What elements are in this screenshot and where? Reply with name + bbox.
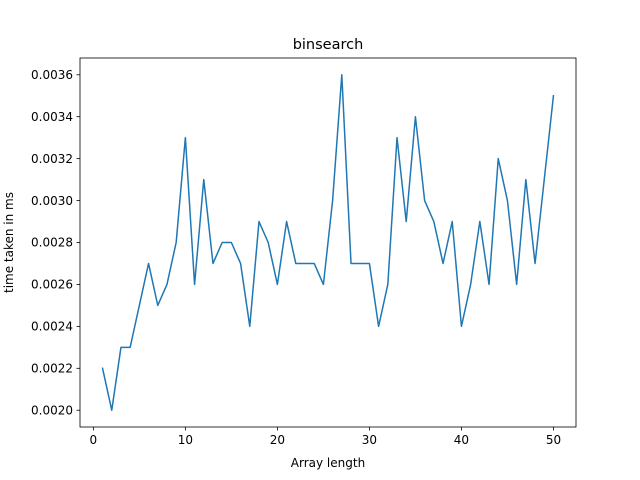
data-point — [175, 242, 177, 244]
data-point — [148, 263, 150, 265]
data-point — [212, 263, 214, 265]
data-point — [221, 242, 223, 244]
y-axis-ticks: 0.0020 0.0022 0.0024 0.0026 0.0028 0.0030 0.00… — [31, 68, 80, 417]
x-axis-ticks: 0 10 20 30 40 50 — [90, 427, 561, 447]
data-point — [516, 284, 518, 286]
data-point — [433, 221, 435, 223]
data-point — [534, 263, 536, 265]
data-point — [102, 368, 104, 370]
y-tick-label: 0.0022 — [31, 361, 73, 375]
data-point — [323, 284, 325, 286]
data-point — [543, 179, 545, 181]
data-point — [350, 263, 352, 265]
data-point — [451, 221, 453, 223]
data-point — [111, 409, 113, 411]
data-point — [185, 137, 187, 139]
data-point — [240, 263, 242, 265]
plot-area — [79, 57, 577, 428]
data-point — [231, 242, 233, 244]
data-point — [424, 200, 426, 202]
data-point — [497, 158, 499, 160]
data-point — [139, 305, 141, 307]
data-point — [396, 137, 398, 139]
data-point — [157, 305, 159, 307]
data-point — [470, 284, 472, 286]
data-point — [295, 263, 297, 265]
data-point — [258, 221, 260, 223]
chart-title: binsearch — [293, 37, 364, 53]
data-point — [415, 116, 417, 118]
data-point — [405, 221, 407, 223]
series-line-binsearch — [101, 74, 555, 411]
data-point — [525, 179, 527, 181]
data-point — [249, 326, 251, 328]
data-point — [313, 263, 315, 265]
data-point — [341, 74, 343, 76]
data-point — [507, 200, 509, 202]
x-tick-label: 0 — [90, 433, 98, 447]
data-point — [304, 263, 306, 265]
data-point — [332, 200, 334, 202]
data-point — [553, 95, 555, 97]
data-point — [277, 284, 279, 286]
x-axis-title: Array length — [291, 456, 365, 470]
y-axis-title: time taken in ms — [2, 192, 16, 293]
x-tick-label: 50 — [546, 433, 561, 447]
y-tick-label: 0.0028 — [31, 236, 73, 250]
y-tick-label: 0.0026 — [31, 278, 73, 292]
data-point — [488, 284, 490, 286]
data-point — [387, 284, 389, 286]
data-point — [479, 221, 481, 223]
data-point — [267, 242, 269, 244]
data-point — [359, 263, 361, 265]
y-tick-label: 0.0024 — [31, 320, 73, 334]
data-point — [166, 284, 168, 286]
data-point — [442, 263, 444, 265]
x-tick-label: 30 — [362, 433, 377, 447]
x-tick-label: 10 — [178, 433, 193, 447]
data-point — [286, 221, 288, 223]
y-tick-label: 0.0034 — [31, 110, 73, 124]
data-point — [129, 347, 131, 349]
x-tick-label: 20 — [270, 433, 285, 447]
y-tick-label: 0.0020 — [31, 403, 73, 417]
y-tick-label: 0.0036 — [31, 68, 73, 82]
y-tick-label: 0.0032 — [31, 152, 73, 166]
data-point — [194, 284, 196, 286]
data-point — [378, 326, 380, 328]
data-point — [461, 326, 463, 328]
data-point — [203, 179, 205, 181]
data-point — [120, 347, 122, 349]
data-point — [369, 263, 371, 265]
y-tick-label: 0.0030 — [31, 194, 73, 208]
x-tick-label: 40 — [454, 433, 469, 447]
